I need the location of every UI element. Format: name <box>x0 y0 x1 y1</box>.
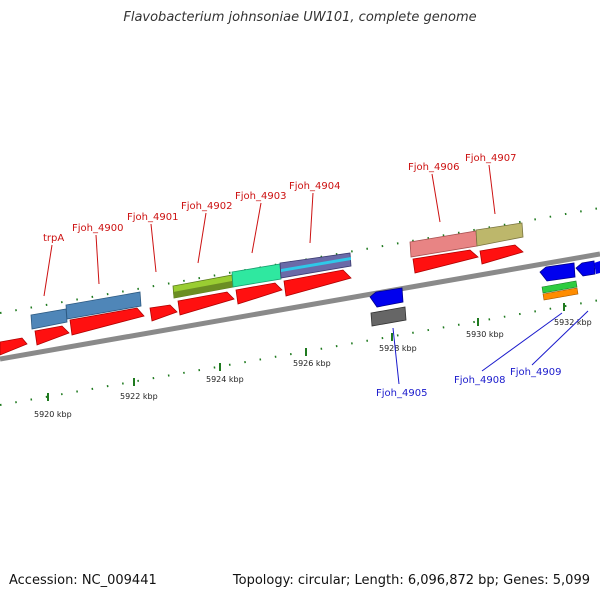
genome-backbone <box>0 251 600 362</box>
gene-box-fjoh-4908 <box>541 280 578 294</box>
cds-arrow <box>0 337 28 356</box>
gene-label-fjoh-4904: Fjoh_4904 <box>289 181 340 192</box>
kbp-label: 5924 kbp <box>206 375 244 384</box>
leader-fjoh-4906 <box>431 173 441 223</box>
cds-arrow-fjoh-4909 <box>575 260 596 277</box>
map-title: Flavobacterium johnsoniae UW101, complet… <box>123 10 477 25</box>
gene-label-fjoh-4907: Fjoh_4907 <box>465 153 516 164</box>
gene-label-fjoh-4906: Fjoh_4906 <box>408 162 459 173</box>
reverse-tick-track <box>0 299 600 406</box>
leader-fjoh-4908 <box>481 312 563 372</box>
forward-cds-track <box>0 244 524 356</box>
gene-label-fjoh-4903: Fjoh_4903 <box>235 191 286 202</box>
forward-gene-labels: trpA Fjoh_4900 Fjoh_4901 Fjoh_4902 Fjoh_… <box>43 153 516 244</box>
kbp-label: 5932 kbp <box>554 318 592 327</box>
gene-box-fjoh-4907 <box>475 222 524 247</box>
genome-summary: Topology: circular; Length: 6,096,872 bp… <box>232 573 590 588</box>
cds-arrow <box>69 307 145 336</box>
gene-label-fjoh-4909: Fjoh_4909 <box>510 367 561 378</box>
leader-fjoh-4901 <box>150 223 157 273</box>
reverse-label-leaders <box>392 310 589 385</box>
cds-arrow <box>34 325 70 346</box>
gene-box-fjoh-4903 <box>231 263 282 288</box>
cds-arrow-fjoh-4905 <box>369 287 404 308</box>
leader-fjoh-4902 <box>197 212 207 264</box>
gene-box-trpA <box>30 308 68 330</box>
gene-box-fjoh-4904-stripe <box>281 257 351 272</box>
cds-arrow <box>283 269 352 297</box>
gene-label-fjoh-4905: Fjoh_4905 <box>376 388 427 399</box>
leader-fjoh-4909 <box>531 310 589 366</box>
cds-arrow <box>412 249 479 274</box>
gene-box-fjoh-4905 <box>370 306 407 327</box>
reverse-gene-track <box>369 260 600 327</box>
kbp-label: 5930 kbp <box>466 330 504 339</box>
gene-label-fjoh-4908: Fjoh_4908 <box>454 375 505 386</box>
leader-trpA <box>43 244 53 297</box>
reverse-gene-labels: Fjoh_4905 Fjoh_4908 Fjoh_4909 <box>376 367 561 399</box>
gene-label-trpA: trpA <box>43 233 64 244</box>
forward-gene-boxes <box>30 222 524 330</box>
kbp-label: 5922 kbp <box>120 392 158 401</box>
cds-arrow <box>594 261 600 274</box>
cds-arrow-fjoh-4908 <box>539 262 576 282</box>
cds-arrow <box>235 282 283 305</box>
gene-label-fjoh-4900: Fjoh_4900 <box>72 223 123 234</box>
accession-label: Accession: NC_009441 <box>9 573 157 588</box>
cds-arrow <box>149 304 178 322</box>
gene-box-fjoh-4909 <box>542 287 579 301</box>
leader-fjoh-4903 <box>251 202 262 254</box>
cds-arrow <box>177 291 235 316</box>
gene-label-fjoh-4902: Fjoh_4902 <box>181 201 232 212</box>
leader-fjoh-4900 <box>95 234 100 285</box>
gene-box-fjoh-4900 <box>65 291 142 320</box>
leader-fjoh-4905 <box>392 327 400 385</box>
forward-label-leaders <box>43 164 496 297</box>
gene-box-fjoh-4902-shade <box>173 281 233 298</box>
kbp-label: 5926 kbp <box>293 359 331 368</box>
kbp-label: 5928 kbp <box>379 344 417 353</box>
leader-fjoh-4904 <box>309 192 314 244</box>
major-ticks <box>47 303 565 401</box>
gene-label-fjoh-4901: Fjoh_4901 <box>127 212 178 223</box>
kbp-label: 5920 kbp <box>34 410 72 419</box>
cds-arrow <box>479 244 524 265</box>
leader-fjoh-4907 <box>488 164 496 215</box>
